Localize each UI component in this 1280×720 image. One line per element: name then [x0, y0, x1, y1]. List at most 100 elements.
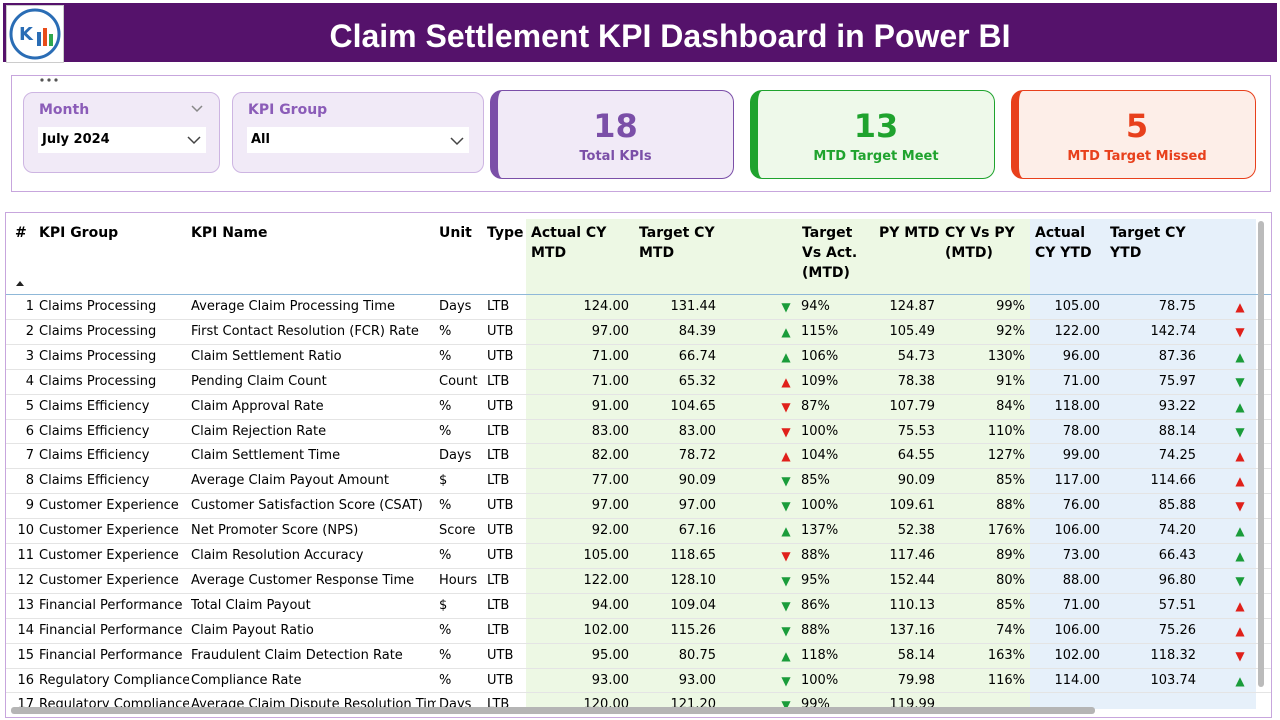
- kpi-group: Customer Experience: [39, 498, 179, 514]
- target-vs-actual-mtd: 88%: [801, 622, 830, 638]
- actual-cy-ytd: 118.00: [1054, 398, 1101, 414]
- target-vs-actual-mtd: 106%: [801, 348, 839, 364]
- vertical-scrollbar[interactable]: [1258, 221, 1264, 687]
- row-divider: [6, 418, 1271, 420]
- ytd-status-icon: ▲: [1235, 673, 1245, 688]
- actual-cy-ytd: 71.00: [1062, 597, 1100, 613]
- slicer-dropdown[interactable]: All: [247, 127, 469, 153]
- kpi-card: 13 MTD Target Meet: [750, 90, 995, 179]
- target-cy-ytd: 57.51: [1158, 597, 1196, 613]
- actual-cy-ytd: 78.00: [1062, 423, 1100, 439]
- mtd-status-icon: ▼: [781, 549, 791, 563]
- type: LTB: [487, 373, 510, 389]
- kpi-name: Claim Settlement Time: [191, 448, 341, 464]
- target-vs-actual-mtd: 95%: [801, 572, 830, 588]
- actual-cy-mtd: 95.00: [591, 647, 629, 663]
- py-mtd: 107.79: [889, 398, 936, 414]
- unit: Count: [439, 373, 478, 389]
- ytd-status-icon: ▼: [1235, 424, 1245, 439]
- horizontal-scrollbar[interactable]: [11, 707, 1095, 714]
- row-number: 5: [25, 398, 34, 414]
- slicer-label: Month: [39, 102, 90, 118]
- kpi-group: Regulatory Compliance: [39, 697, 189, 707]
- row-divider: [6, 667, 1271, 669]
- column-header[interactable]: Type: [487, 225, 524, 241]
- column-header[interactable]: Actual CY YTD: [1035, 225, 1092, 261]
- kpi-group: Claims Efficiency: [39, 423, 150, 439]
- target-vs-actual-mtd: 88%: [801, 548, 830, 563]
- py-mtd: 117.46: [889, 548, 936, 563]
- column-header[interactable]: Target CY YTD: [1110, 225, 1186, 261]
- collapse-icon[interactable]: [190, 103, 204, 113]
- ytd-status-icon: ▲: [1235, 549, 1245, 563]
- type: UTB: [487, 523, 514, 539]
- target-cy-ytd: 87.36: [1158, 348, 1196, 364]
- mtd-status-icon: ▼: [781, 474, 791, 489]
- py-mtd: 152.44: [889, 572, 936, 588]
- target-cy-ytd: 96.80: [1158, 572, 1196, 588]
- kpi-group: Claims Efficiency: [39, 473, 150, 489]
- target-cy-ytd: 114.66: [1150, 473, 1197, 489]
- actual-cy-mtd: 97.00: [591, 498, 629, 514]
- row-number: 17: [17, 697, 34, 707]
- target-vs-actual-mtd: 100%: [801, 672, 839, 688]
- unit: %: [439, 423, 452, 439]
- row-divider: [6, 343, 1271, 345]
- column-header[interactable]: KPI Name: [191, 225, 268, 241]
- row-number: 16: [17, 672, 34, 688]
- row-number: 2: [25, 323, 34, 339]
- actual-cy-mtd: 77.00: [591, 473, 629, 489]
- target-cy-mtd: 128.10: [670, 572, 717, 588]
- column-header[interactable]: #: [15, 225, 27, 241]
- type: UTB: [487, 348, 514, 364]
- actual-cy-ytd: 106.00: [1054, 622, 1101, 638]
- type: LTB: [487, 299, 510, 314]
- column-header[interactable]: KPI Group: [39, 225, 119, 241]
- mtd-status-icon: ▲: [781, 648, 791, 663]
- type: LTB: [487, 572, 510, 588]
- target-cy-mtd: 66.74: [678, 348, 716, 364]
- actual-cy-mtd: 82.00: [591, 448, 629, 464]
- kpi-group: Financial Performance: [39, 622, 183, 638]
- kpi-name: Claim Approval Rate: [191, 398, 324, 414]
- cy-vs-py-mtd: 99%: [996, 299, 1025, 314]
- target-cy-mtd: 65.32: [678, 373, 716, 389]
- dropdown-arrow[interactable]: [449, 135, 465, 147]
- actual-cy-mtd: 83.00: [591, 423, 629, 439]
- column-header[interactable]: PY MTD: [879, 225, 940, 241]
- kpi-group: Financial Performance: [39, 597, 183, 613]
- dropdown-arrow[interactable]: [186, 134, 202, 146]
- card-value: 13: [853, 107, 899, 145]
- unit: %: [439, 498, 452, 514]
- kpi-card: 18 Total KPIs: [490, 90, 734, 179]
- actual-cy-mtd: 105.00: [583, 548, 630, 563]
- py-mtd: 105.49: [889, 323, 936, 339]
- target-vs-actual-mtd: 137%: [801, 523, 839, 539]
- unit: %: [439, 323, 452, 339]
- target-cy-ytd: 78.75: [1158, 299, 1196, 314]
- card-label: Total KPIs: [579, 149, 652, 164]
- ytd-status-icon: ▲: [1235, 474, 1245, 489]
- cy-vs-py-mtd: 85%: [996, 473, 1025, 489]
- target-cy-ytd: 75.26: [1158, 622, 1196, 638]
- column-header[interactable]: Target CY MTD: [639, 225, 715, 261]
- target-cy-mtd: 118.65: [670, 548, 717, 563]
- target-cy-mtd: 131.44: [670, 299, 717, 314]
- row-number: 3: [25, 348, 34, 364]
- sort-indicator[interactable]: [15, 279, 25, 287]
- more-options[interactable]: [38, 76, 62, 84]
- target-cy-ytd: 75.97: [1158, 373, 1196, 389]
- row-number: 9: [25, 498, 34, 514]
- cy-vs-py-mtd: 80%: [996, 572, 1025, 588]
- type: UTB: [487, 323, 514, 339]
- kpi-group: Claims Processing: [39, 348, 157, 364]
- slicer-dropdown[interactable]: July 2024: [38, 127, 206, 153]
- target-cy-ytd: 93.22: [1158, 398, 1196, 414]
- column-header[interactable]: CY Vs PY (MTD): [945, 225, 1015, 261]
- column-header[interactable]: Actual CY MTD: [531, 225, 607, 261]
- target-vs-actual-mtd: 87%: [801, 398, 830, 414]
- column-header[interactable]: Target Vs Act. (MTD): [802, 225, 858, 281]
- column-header[interactable]: Unit: [439, 225, 472, 241]
- row-divider: [6, 592, 1271, 594]
- kpi-group: Claims Processing: [39, 373, 157, 389]
